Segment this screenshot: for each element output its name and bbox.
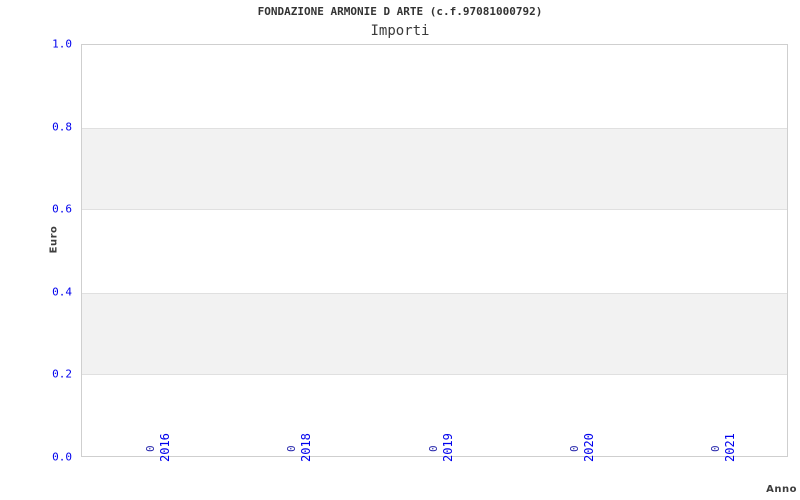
chart-title: FONDAZIONE ARMONIE D ARTE (c.f.970810007… [257, 5, 543, 18]
y-axis-tick-label: 0.6 [52, 202, 72, 216]
plot-band [82, 127, 787, 211]
y-axis-tick-label: 0.4 [52, 285, 72, 299]
chart-subtitle: Importi [370, 23, 430, 39]
x-axis-tick-label: 2020 [581, 433, 596, 462]
plot-area: 0 0 0 0 0 [81, 44, 788, 457]
x-axis-tick-label: 2018 [299, 433, 314, 462]
y-axis-tick-label: 0.8 [52, 120, 72, 134]
y-axis-title: Euro [48, 225, 60, 254]
x-axis-tick-label: 2021 [723, 433, 738, 462]
data-point-value-label: 0 [143, 445, 157, 452]
y-axis-tick-label: 0.0 [52, 450, 72, 464]
data-point-value-label: 0 [709, 445, 723, 452]
x-axis-tick-label: 2016 [157, 433, 172, 462]
plot-band [82, 292, 787, 376]
y-axis-tick-label: 0.2 [52, 367, 72, 381]
x-axis-title: Anno [766, 484, 797, 495]
data-point-value-label: 0 [285, 445, 299, 452]
x-axis-tick-labels: Anno 2016 2018 2019 2020 2021 [0, 433, 800, 500]
y-axis-tick-label: 1.0 [52, 37, 72, 51]
x-axis-tick-label: 2019 [440, 433, 455, 462]
y-axis-tick-labels: 0.0 0.2 0.4 0.6 0.8 1.0 [0, 38, 81, 464]
data-point-value-label: 0 [567, 445, 581, 452]
data-point-value-label: 0 [426, 445, 440, 452]
